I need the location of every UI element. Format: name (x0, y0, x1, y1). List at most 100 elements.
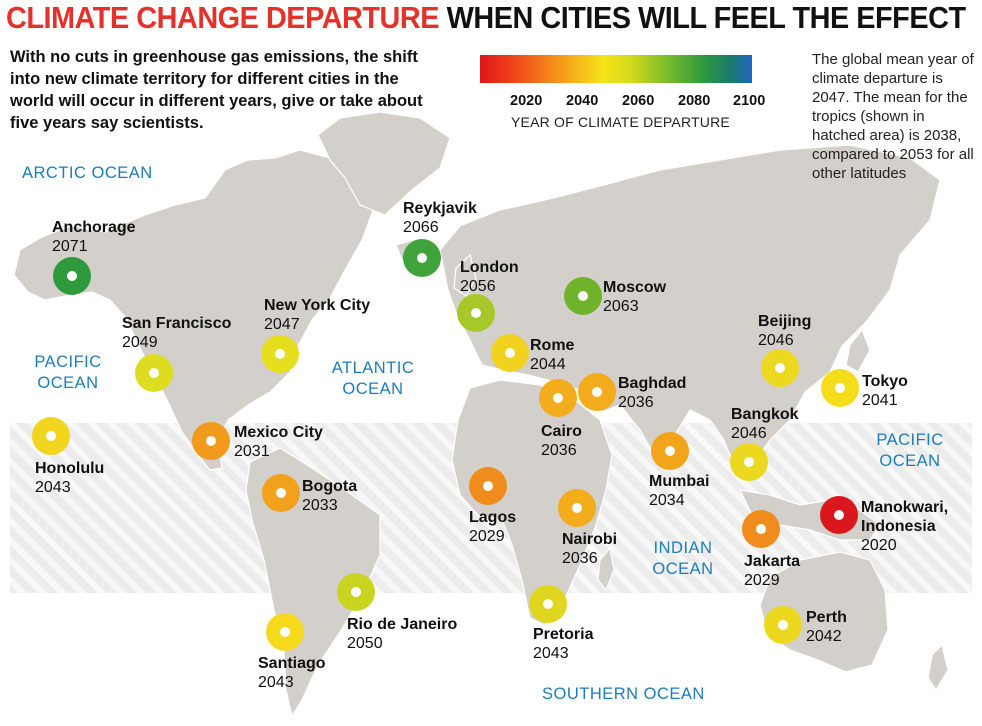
city-label-manokwari: Manokwari, Indonesia 2020 (861, 498, 948, 555)
city-label-bogota: Bogota 2033 (302, 477, 357, 515)
city-marker-anchorage[interactable] (53, 257, 91, 295)
ocean-line: INDIAN (653, 539, 713, 557)
city-marker-honolulu[interactable] (32, 417, 70, 455)
city-name: London (460, 259, 519, 276)
city-marker-moscow[interactable] (564, 277, 602, 315)
city-year: 2046 (758, 332, 794, 349)
legend-tick: 2020 (510, 93, 543, 109)
atlantic-ocean-label: ATLANTIC OCEAN (328, 358, 418, 400)
city-marker-san-francisco[interactable] (135, 354, 173, 392)
city-name: Mumbai (649, 473, 710, 490)
legend-tick: 2040 (566, 93, 599, 109)
city-year: 2036 (618, 394, 654, 411)
city-marker-bangkok[interactable] (730, 443, 768, 481)
city-year: 2043 (258, 674, 294, 691)
city-name: Lagos (469, 509, 517, 526)
city-label-baghdad: Baghdad 2036 (618, 374, 686, 412)
city-marker-pretoria[interactable] (529, 585, 567, 623)
city-label-honolulu: Honolulu 2043 (35, 459, 104, 497)
city-year: 2043 (533, 645, 569, 662)
city-marker-santiago[interactable] (266, 613, 304, 651)
city-name: Honolulu (35, 460, 105, 477)
city-marker-rome[interactable] (491, 334, 529, 372)
city-marker-new-york-city[interactable] (261, 335, 299, 373)
city-marker-perth[interactable] (764, 606, 802, 644)
indian-ocean-label: INDIAN OCEAN (646, 538, 720, 580)
city-name: Beijing (758, 313, 812, 330)
city-marker-mexico-city[interactable] (192, 422, 230, 460)
city-year: 2034 (649, 492, 685, 509)
city-year: 2029 (469, 528, 505, 545)
city-year: 2066 (403, 219, 439, 236)
city-year: 2036 (541, 442, 577, 459)
city-label-anchorage: Anchorage 2071 (52, 218, 136, 256)
arctic-ocean-label: ARCTIC OCEAN (22, 164, 153, 182)
city-label-cairo: Cairo 2036 (541, 422, 582, 460)
city-marker-mumbai[interactable] (651, 432, 689, 470)
pacific-ocean-east-label: PACIFIC OCEAN (872, 430, 948, 472)
legend-tick: 2080 (678, 93, 711, 109)
city-year: 2020 (861, 537, 897, 554)
city-year: 2042 (806, 628, 842, 645)
ocean-line: PACIFIC (876, 431, 944, 449)
city-name: Baghdad (618, 375, 687, 392)
legend-tick: 2100 (733, 93, 766, 109)
city-label-perth: Perth 2042 (806, 608, 847, 646)
city-marker-bogota[interactable] (262, 474, 300, 512)
city-marker-london[interactable] (457, 294, 495, 332)
city-label-santiago: Santiago 2043 (258, 654, 326, 692)
city-year: 2029 (744, 572, 780, 589)
city-label-bangkok: Bangkok 2046 (731, 405, 799, 443)
city-year: 2056 (460, 278, 496, 295)
ocean-line: OCEAN (652, 560, 714, 578)
ocean-line: PACIFIC (34, 353, 102, 371)
southern-ocean-label: SOUTHERN OCEAN (542, 685, 705, 703)
city-year: 2031 (234, 443, 270, 460)
city-year: 2033 (302, 497, 338, 514)
city-marker-beijing[interactable] (761, 349, 799, 387)
ocean-line: OCEAN (342, 380, 404, 398)
city-marker-jakarta[interactable] (742, 510, 780, 548)
city-year: 2044 (530, 356, 566, 373)
city-year: 2050 (347, 635, 383, 652)
city-name: Anchorage (52, 219, 136, 236)
city-name: Tokyo (862, 373, 908, 390)
city-name: Moscow (603, 279, 667, 296)
city-label-new-york-city: New York City 2047 (264, 296, 370, 334)
city-marker-tokyo[interactable] (821, 369, 859, 407)
city-name: New York City (264, 297, 371, 314)
city-label-rome: Rome 2044 (530, 336, 574, 374)
city-name: Bangkok (731, 406, 799, 423)
city-year: 2036 (562, 550, 598, 567)
ocean-line: OCEAN (37, 374, 99, 392)
city-name: Pretoria (533, 626, 594, 643)
city-marker-nairobi[interactable] (558, 489, 596, 527)
city-label-rio-de-janeiro: Rio de Janeiro 2050 (347, 615, 457, 653)
city-label-pretoria: Pretoria 2043 (533, 625, 593, 663)
city-marker-rio-de-janeiro[interactable] (337, 573, 375, 611)
city-name: Mexico City (234, 424, 323, 441)
city-name: Jakarta (744, 553, 801, 570)
city-label-san-francisco: San Francisco 2049 (122, 314, 231, 352)
global-mean-note: The global mean year of climate departur… (812, 51, 974, 182)
city-marker-cairo[interactable] (539, 379, 577, 417)
intro-text: With no cuts in greenhouse gas emissions… (10, 48, 423, 132)
city-name: Bogota (302, 478, 358, 495)
city-year: 2043 (35, 479, 71, 496)
ocean-line: OCEAN (879, 452, 941, 470)
city-year: 2071 (52, 238, 88, 255)
city-name: Perth (806, 609, 847, 626)
city-marker-lagos[interactable] (469, 467, 507, 505)
city-name: Nairobi (562, 531, 618, 548)
city-label-lagos: Lagos 2029 (469, 508, 516, 546)
city-year: 2041 (862, 392, 898, 409)
legend-tick: 2060 (622, 93, 655, 109)
city-marker-reykjavik[interactable] (403, 239, 441, 277)
city-year: 2049 (122, 334, 158, 351)
city-name: San Francisco (122, 315, 232, 332)
legend-color-bar (480, 55, 752, 83)
city-marker-manokwari[interactable] (820, 496, 858, 534)
city-marker-baghdad[interactable] (578, 373, 616, 411)
city-label-mumbai: Mumbai 2034 (649, 472, 709, 510)
ocean-line: ATLANTIC (331, 359, 415, 377)
